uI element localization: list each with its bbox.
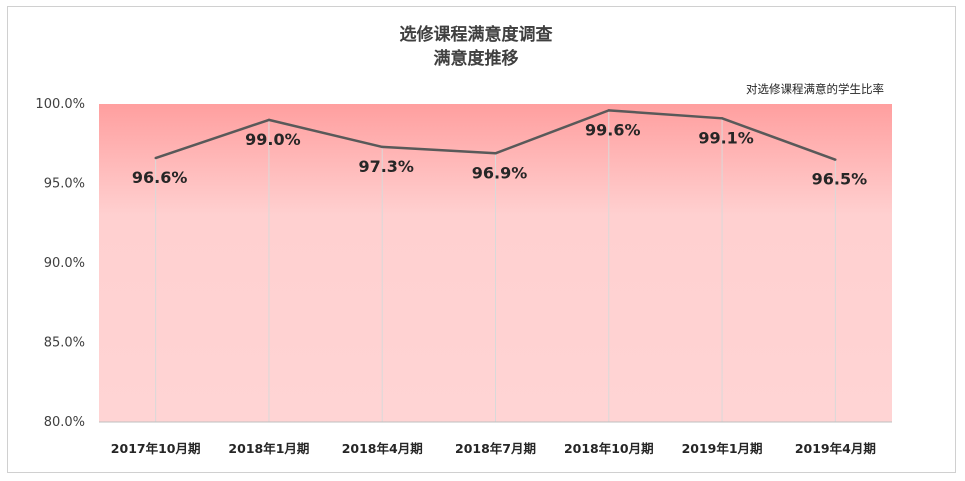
data-label: 99.0% [245,130,301,149]
data-point [154,156,157,160]
legend-series-label: 对选修课程满意的学生比率 [746,82,884,96]
chart-frame: 选修课程满意度调查 满意度推移 对选修课程满意的学生比率 100.0% 95.0%… [7,6,956,473]
chart-title: 选修课程满意度调查 [400,24,554,45]
chart-subtitle: 满意度推移 [434,48,519,69]
y-axis: 100.0% 95.0% 90.0% 85.0% 80.0% [35,97,85,430]
y-tick-label: 80.0% [44,415,85,430]
x-axis: 2017年10月期 2018年1月期 2018年4月期 2018年7月期 2018年10… [99,421,892,456]
y-tick-label: 95.0% [44,177,85,192]
data-label: 97.3% [358,157,414,176]
x-tick-label: 2018年1月期 [228,441,309,456]
data-label: 96.5% [812,170,868,189]
drop-lines [155,110,836,422]
x-tick-label: 2018年10月期 [564,441,654,456]
x-tick-label: 2019年1月期 [682,441,763,456]
y-tick-label: 90.0% [44,256,85,271]
data-label: 96.6% [132,168,188,187]
data-point [381,145,384,149]
x-tick-label: 2018年7月期 [455,441,536,456]
data-label: 99.6% [585,120,641,139]
x-tick-label: 2018年4月期 [342,441,423,456]
x-tick-label: 2019年4月期 [795,441,876,456]
data-label: 99.1% [698,128,754,147]
data-point [494,152,497,155]
series-line-group [154,109,837,161]
data-point [834,158,837,161]
chart-svg: 选修课程满意度调查 满意度推移 对选修课程满意的学生比率 100.0% 95.0%… [35,24,892,456]
data-point [267,118,271,122]
data-point [720,117,724,120]
data-point [607,109,610,112]
y-tick-label: 85.0% [44,336,85,351]
x-tick-label: 2017年10月期 [111,441,201,456]
y-tick-label: 100.0% [35,97,85,112]
data-label: 96.9% [472,163,528,182]
data-labels: 96.6% 99.0% 97.3% 96.9% 99.6% 99.1% 96.5% [132,120,867,188]
